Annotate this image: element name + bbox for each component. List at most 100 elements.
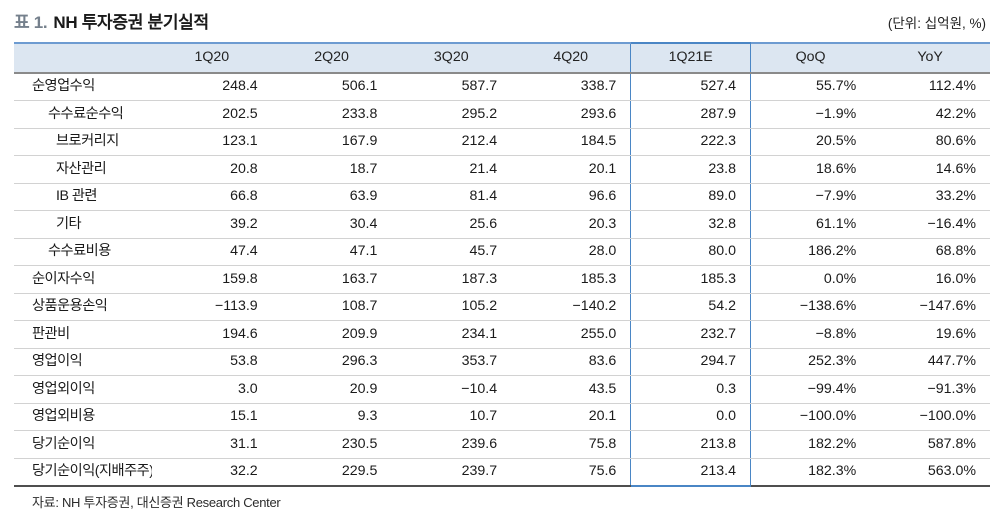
- table-cell: 18.7: [271, 155, 392, 184]
- table-cell: 9.3: [271, 403, 392, 431]
- table-cell: 213.4: [630, 458, 752, 487]
- table-cell: 18.6%: [750, 155, 871, 184]
- table-cell: −147.6%: [870, 293, 990, 321]
- table-cell: 506.1: [271, 72, 392, 101]
- table-cell: 447.7%: [870, 348, 990, 376]
- table-cell: 39.2: [152, 210, 272, 239]
- table-cell: 587.7: [391, 72, 512, 101]
- table-cell: 32.2: [152, 458, 272, 487]
- table-row: 영업외비용 15.1 9.3 10.7 20.1 0.0 −100.0% −100.0%: [14, 403, 990, 431]
- table-cell: 89.0: [630, 183, 752, 211]
- row-label: 수수료비용: [14, 238, 152, 266]
- table-row: 브로커리지 123.1 167.9 212.4 184.5 222.3 20.5% 80.6%: [14, 128, 990, 156]
- page-title: 표 1. NH 투자증권 분기실적: [14, 8, 209, 33]
- table-row: 당기순이익 31.1 230.5 239.6 75.8 213.8 182.2% 587.8%: [14, 430, 990, 459]
- table-cell: 295.2: [391, 100, 512, 129]
- table-cell: 47.1: [271, 238, 392, 266]
- row-label: 당기순이익(지배주주): [14, 458, 152, 487]
- row-label: 순이자수익: [14, 265, 152, 294]
- table-cell: 239.7: [391, 458, 512, 487]
- table-cell: 3.0: [152, 375, 272, 404]
- table-cell: −16.4%: [870, 210, 990, 239]
- table-row: 기타 39.2 30.4 25.6 20.3 32.8 61.1% −16.4%: [14, 210, 990, 239]
- table-cell: 229.5: [271, 458, 392, 487]
- table-cell: 21.4: [391, 155, 512, 184]
- table-cell: 185.3: [511, 265, 631, 294]
- table-row: 자산관리 20.8 18.7 21.4 20.1 23.8 18.6% 14.6%: [14, 155, 990, 184]
- table-row: 영업이익 53.8 296.3 353.7 83.6 294.7 252.3% 447.7%: [14, 348, 990, 376]
- table-row: 판관비 194.6 209.9 234.1 255.0 232.7 −8.8% 19.6%: [14, 320, 990, 349]
- row-label: IB 관련: [14, 183, 152, 211]
- table-cell: 20.1: [511, 403, 631, 431]
- table-cell: 32.8: [630, 210, 752, 239]
- table-cell: −100.0%: [750, 403, 871, 431]
- row-label: 기타: [14, 210, 152, 239]
- table-cell: 213.8: [630, 430, 752, 459]
- row-label: 상품운용손익: [14, 293, 152, 321]
- title-row: 표 1. NH 투자증권 분기실적 (단위: 십억원, %): [14, 8, 990, 33]
- column-header-1q21e: 1Q21E: [630, 42, 752, 74]
- table-cell: 54.2: [630, 293, 752, 321]
- table-cell: 563.0%: [870, 458, 990, 487]
- table-row: 수수료순수익 202.5 233.8 295.2 293.6 287.9 −1.9% 42.2…: [14, 100, 990, 129]
- table-cell: 222.3: [630, 128, 752, 156]
- table-cell: 20.1: [511, 155, 631, 184]
- table-cell: 45.7: [391, 238, 512, 266]
- table-cell: 75.6: [511, 458, 631, 487]
- table-cell: 287.9: [630, 100, 752, 129]
- table-cell: −8.8%: [750, 320, 871, 349]
- table-cell: 20.9: [271, 375, 392, 404]
- column-header-qoq: QoQ: [750, 42, 871, 74]
- quarterly-results-table: 1Q20 2Q20 3Q20 4Q20 1Q21E QoQ YoY 순영업수익 248.4 50…: [14, 42, 990, 487]
- table-cell: 112.4%: [870, 72, 990, 101]
- table-cell: 81.4: [391, 183, 512, 211]
- table-cell: 105.2: [391, 293, 512, 321]
- table-cell: −1.9%: [750, 100, 871, 129]
- table-cell: 527.4: [630, 72, 752, 101]
- table-cell: 338.7: [511, 72, 631, 101]
- table-row: 상품운용손익 −113.9 108.7 105.2 −140.2 54.2 −138.6% −…: [14, 293, 990, 321]
- table-cell: 255.0: [511, 320, 631, 349]
- table-cell: 68.8%: [870, 238, 990, 266]
- table-cell: −138.6%: [750, 293, 871, 321]
- table-cell: 63.9: [271, 183, 392, 211]
- table-cell: −10.4: [391, 375, 512, 404]
- table-cell: −7.9%: [750, 183, 871, 211]
- table-cell: −91.3%: [870, 375, 990, 404]
- row-label: 자산관리: [14, 155, 152, 184]
- table-cell: 30.4: [271, 210, 392, 239]
- table-row: IB 관련 66.8 63.9 81.4 96.6 89.0 −7.9% 33.2%: [14, 183, 990, 211]
- table-cell: 19.6%: [870, 320, 990, 349]
- table-row: 당기순이익(지배주주) 32.2 229.5 239.7 75.6 213.4 182.3%…: [14, 458, 990, 487]
- table-cell: 10.7: [391, 403, 512, 431]
- table-cell: 53.8: [152, 348, 272, 376]
- column-header-4q20: 4Q20: [511, 42, 631, 74]
- table-cell: 296.3: [271, 348, 392, 376]
- table-cell: −100.0%: [870, 403, 990, 431]
- table-cell: 186.2%: [750, 238, 871, 266]
- table-cell: 294.7: [630, 348, 752, 376]
- table-cell: 80.0: [630, 238, 752, 266]
- table-cell: 31.1: [152, 430, 272, 459]
- row-label: 당기순이익: [14, 430, 152, 459]
- table-cell: 185.3: [630, 265, 752, 294]
- table-cell: −99.4%: [750, 375, 871, 404]
- table-cell: 167.9: [271, 128, 392, 156]
- table-row: 순이자수익 159.8 163.7 187.3 185.3 185.3 0.0% 16.0%: [14, 265, 990, 294]
- row-label-column-header: [14, 42, 152, 74]
- column-header-3q20: 3Q20: [391, 42, 512, 74]
- table-cell: 43.5: [511, 375, 631, 404]
- table-cell: 234.1: [391, 320, 512, 349]
- table-cell: 353.7: [391, 348, 512, 376]
- table-header-row: 1Q20 2Q20 3Q20 4Q20 1Q21E QoQ YoY: [14, 42, 990, 74]
- table-cell: 239.6: [391, 430, 512, 459]
- table-cell: 66.8: [152, 183, 272, 211]
- table-cell: 187.3: [391, 265, 512, 294]
- table-cell: 212.4: [391, 128, 512, 156]
- row-label: 브로커리지: [14, 128, 152, 156]
- row-label: 판관비: [14, 320, 152, 349]
- table-cell: 0.0: [630, 403, 752, 431]
- table-cell: −140.2: [511, 293, 631, 321]
- table-cell: 33.2%: [870, 183, 990, 211]
